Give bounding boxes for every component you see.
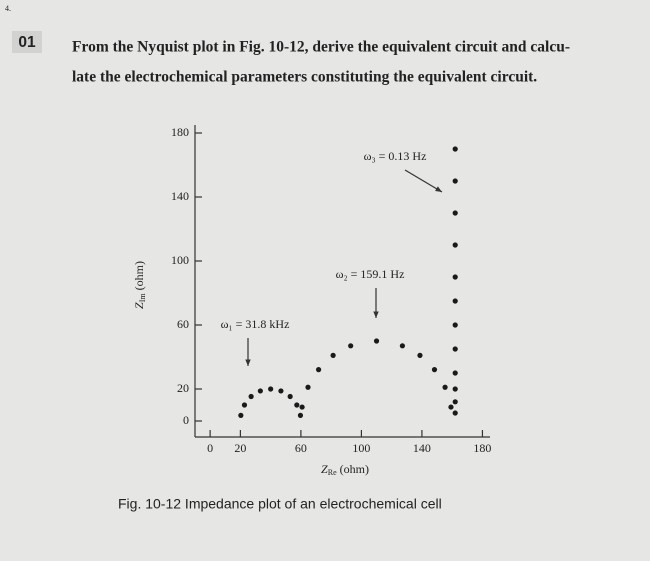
data-point (373, 338, 380, 344)
x-tick-label: 100 (352, 441, 370, 455)
data-point (452, 370, 458, 376)
data-point (278, 388, 284, 394)
x-tick-label: 180 (473, 441, 491, 455)
data-point (268, 386, 274, 392)
data-point (431, 367, 438, 373)
arrow-head (435, 186, 442, 192)
data-point (241, 402, 248, 408)
data-point (452, 298, 458, 304)
annotation: ω₂ = 159.1 Hz (336, 267, 405, 281)
y-tick-label: 140 (171, 189, 189, 203)
data-point (452, 274, 458, 280)
arrow-head (245, 359, 251, 366)
annotation: ω₃ = 0.13 Hz (364, 149, 427, 163)
y-tick-label: 20 (177, 381, 189, 395)
data-point (452, 346, 458, 352)
x-tick-label: 140 (413, 441, 431, 455)
caption: Fig. 10-12 Impedance plot of an electroc… (118, 496, 442, 512)
data-point (399, 343, 406, 349)
page-mark: 4. (5, 4, 11, 13)
annotation: ω₁ = 31.8 kHz (221, 317, 290, 331)
data-point (287, 393, 293, 400)
axis-symbol: Z (321, 462, 328, 476)
question-line: late the electrochemical parameters cons… (72, 69, 537, 86)
axis-symbol: Z (132, 302, 146, 309)
x-tick-label: 60 (295, 441, 307, 455)
number-box (12, 31, 42, 53)
data-point (315, 367, 322, 373)
question-line: From the Nyquist plot in Fig. 10-12, der… (72, 39, 570, 56)
data-point (294, 402, 300, 408)
data-point (442, 384, 448, 390)
axis-subscript: Re (328, 468, 337, 477)
data-point (348, 343, 354, 349)
data-point (452, 146, 458, 152)
data-point (238, 412, 244, 418)
data-point (248, 393, 254, 400)
data-point (299, 404, 305, 410)
axis-label: ZRe (ohm) (321, 462, 369, 477)
data-point (448, 404, 454, 410)
y-tick-label: 0 (183, 413, 189, 427)
axis-label: ZIm (ohm) (132, 261, 147, 309)
data-point (305, 384, 311, 390)
data-point (257, 388, 263, 394)
data-point (452, 386, 458, 392)
x-tick-label: 0 (207, 441, 213, 455)
axis-unit: (ohm) (340, 462, 369, 476)
data-point (452, 178, 458, 184)
y-tick-label: 60 (177, 317, 189, 331)
arrow (404, 169, 443, 193)
problem-number: 01 (18, 34, 36, 51)
data-point (452, 410, 458, 416)
data-point (452, 399, 458, 405)
data-point (297, 412, 304, 418)
x-tick-label: 20 (234, 441, 246, 455)
data-point (330, 352, 336, 358)
y-tick-label: 100 (171, 253, 189, 267)
data-point (452, 242, 458, 248)
axis-subscript: Im (138, 293, 147, 303)
data-point (452, 210, 458, 216)
data-point (452, 322, 458, 328)
y-tick-label: 180 (171, 125, 189, 139)
data-point (417, 352, 423, 358)
arrow-head (373, 311, 379, 318)
axis-unit: (ohm) (132, 261, 146, 290)
